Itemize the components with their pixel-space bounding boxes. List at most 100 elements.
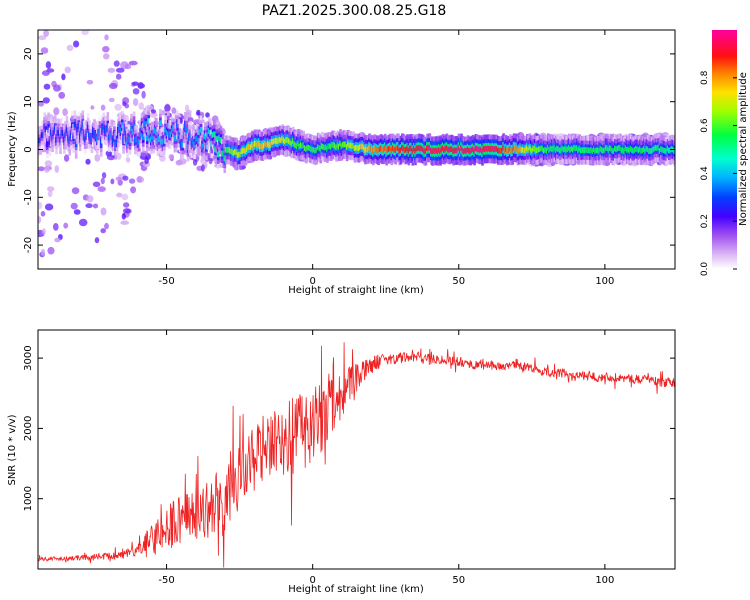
spectrogram-speckle	[85, 203, 93, 209]
colorbar-tick-label: 0.2	[700, 214, 710, 228]
spectrogram-ridge-cell	[416, 145, 420, 151]
spectrogram-speckle	[130, 186, 137, 194]
spectrogram-ridge-cell	[383, 145, 387, 151]
spectrogram-ridge-cell	[128, 137, 132, 143]
spectrogram-ridge-cell	[376, 147, 379, 153]
spectrogram-speckle	[43, 83, 51, 90]
spectrogram-x-tick-label: 50	[452, 276, 465, 287]
spectrogram-speckle	[40, 211, 46, 217]
spectrogram-ridge-cell	[614, 145, 617, 152]
spectrogram-ridge-cell	[49, 129, 53, 136]
spectrogram-ridge-cell	[44, 126, 48, 132]
spectrogram-speckle	[106, 154, 116, 161]
spectrogram-ridge-cell	[411, 148, 415, 155]
colorbar: 0.0 0.2 0.4 0.6 0.8 Normalized spectral ampl…	[700, 30, 749, 276]
spectrogram-ridge-cell	[305, 146, 308, 152]
spectrogram-marks	[38, 14, 675, 258]
spectrogram-speckle	[44, 160, 53, 167]
spectrogram-speckle	[38, 100, 45, 107]
spectrogram-ridge-cell	[38, 137, 41, 144]
spectrogram-speckle	[100, 228, 106, 234]
spectrogram-ridge-cell	[454, 147, 458, 154]
spectrogram-ridge-cell	[199, 126, 203, 133]
spectrogram-speckle	[115, 67, 125, 73]
spectrogram-speckle	[47, 190, 53, 198]
spectrogram-speckle	[70, 202, 78, 210]
spectrogram-ridge-cell	[441, 145, 445, 151]
spectrogram-speckle	[192, 158, 198, 166]
spectrogram-ridge-cell	[226, 147, 229, 153]
spectrogram-speckle	[54, 237, 61, 243]
spectrogram-ridge-cell	[656, 145, 659, 151]
spectrogram-ridge-cell	[287, 138, 291, 144]
spectrogram-speckle	[100, 104, 106, 111]
spectrogram-x-tick-label: -50	[158, 276, 174, 287]
spectrogram-speckle	[53, 223, 59, 231]
spectrogram-ridge-cell	[524, 147, 528, 154]
spectrogram-ridge-cell	[610, 145, 613, 152]
snr-x-tick-label: 100	[595, 575, 614, 586]
spectrogram-ridge-cell	[402, 145, 405, 152]
spectrogram-ridge-cell	[48, 139, 52, 145]
spectrogram-ridge-cell	[464, 148, 467, 154]
spectrogram-ridge-cell	[587, 147, 591, 153]
spectrogram-ridge-cell	[473, 148, 476, 154]
spectrogram-ridge-cell	[564, 146, 567, 152]
snr-x-ticks: -50 0 50 100	[158, 330, 614, 586]
spectrogram-ridge-cell	[111, 138, 115, 144]
spectrogram-ridge-cell	[673, 148, 675, 154]
spectrogram-ridge-cell	[539, 146, 542, 152]
spectrogram-ridge-cell	[278, 137, 282, 143]
spectrogram-speckle	[42, 97, 50, 104]
spectrogram-ridge-cell	[518, 147, 521, 153]
spectrogram-ridge-cell	[52, 130, 56, 136]
spectrogram-speckle	[115, 176, 122, 181]
spectrogram-speckle	[59, 14, 65, 22]
spectrogram-ridge-cell	[102, 123, 106, 130]
spectrogram-ridge-cell	[624, 145, 628, 151]
spectrogram-ridge-cell	[552, 146, 555, 152]
spectrogram-speckle	[100, 207, 107, 216]
spectrogram-speckle	[63, 154, 70, 162]
spectrogram-ridge-cell	[157, 136, 161, 142]
spectrogram-ridge-cell	[649, 148, 653, 154]
spectrogram-ridge-cell	[528, 144, 532, 151]
spectrogram-speckle	[122, 175, 129, 181]
spectrogram-speckle	[117, 179, 123, 186]
spectrogram-speckle	[38, 166, 45, 172]
spectrogram-ridge-cell	[314, 147, 317, 154]
spectrogram-ridge-cell	[264, 140, 267, 147]
spectrogram-ridge-cell	[640, 147, 643, 154]
spectrogram-ridge-cell	[142, 134, 145, 140]
spectrogram-ridge-cell	[507, 147, 511, 154]
spectrogram-speckle	[123, 202, 130, 208]
spectrogram-speckle	[53, 107, 60, 116]
spectrogram-speckle	[86, 79, 94, 85]
spectrogram-y-axis-label: Frequency (Hz)	[7, 111, 18, 187]
spectrogram-speckle	[116, 192, 123, 198]
spectrogram-speckle	[122, 208, 131, 214]
spectrogram-speckle	[104, 34, 109, 41]
spectrogram-speckle	[94, 154, 101, 162]
spectrogram-ridge-cell	[569, 147, 572, 153]
spectrogram-speckle	[41, 228, 46, 235]
spectrogram-ridge-cell	[490, 146, 493, 152]
spectrogram-speckle	[38, 216, 42, 224]
spectrogram-ridge-cell	[74, 141, 78, 148]
spectrogram-ridge-cell	[109, 132, 112, 139]
snr-x-tick-label: -50	[158, 575, 174, 586]
spectrogram-speckle	[62, 108, 68, 116]
spectrogram-ridge-cell	[578, 145, 582, 152]
spectrogram-ridge-cell	[345, 144, 349, 150]
spectrogram-y-tick-label: -20	[23, 237, 34, 253]
spectrogram-ridge-cell	[660, 146, 663, 152]
snr-series-line	[38, 342, 675, 568]
spectrogram-ridge-cell	[360, 143, 363, 150]
spectrogram-ridge-cell	[299, 142, 303, 148]
spectrogram-ridge-cell	[487, 145, 491, 152]
spectrogram-speckle	[200, 164, 205, 172]
spectrogram-speckle	[125, 157, 131, 163]
spectrogram-speckle	[44, 203, 54, 211]
spectrogram-speckle	[114, 103, 122, 111]
snr-frame	[37, 329, 676, 570]
